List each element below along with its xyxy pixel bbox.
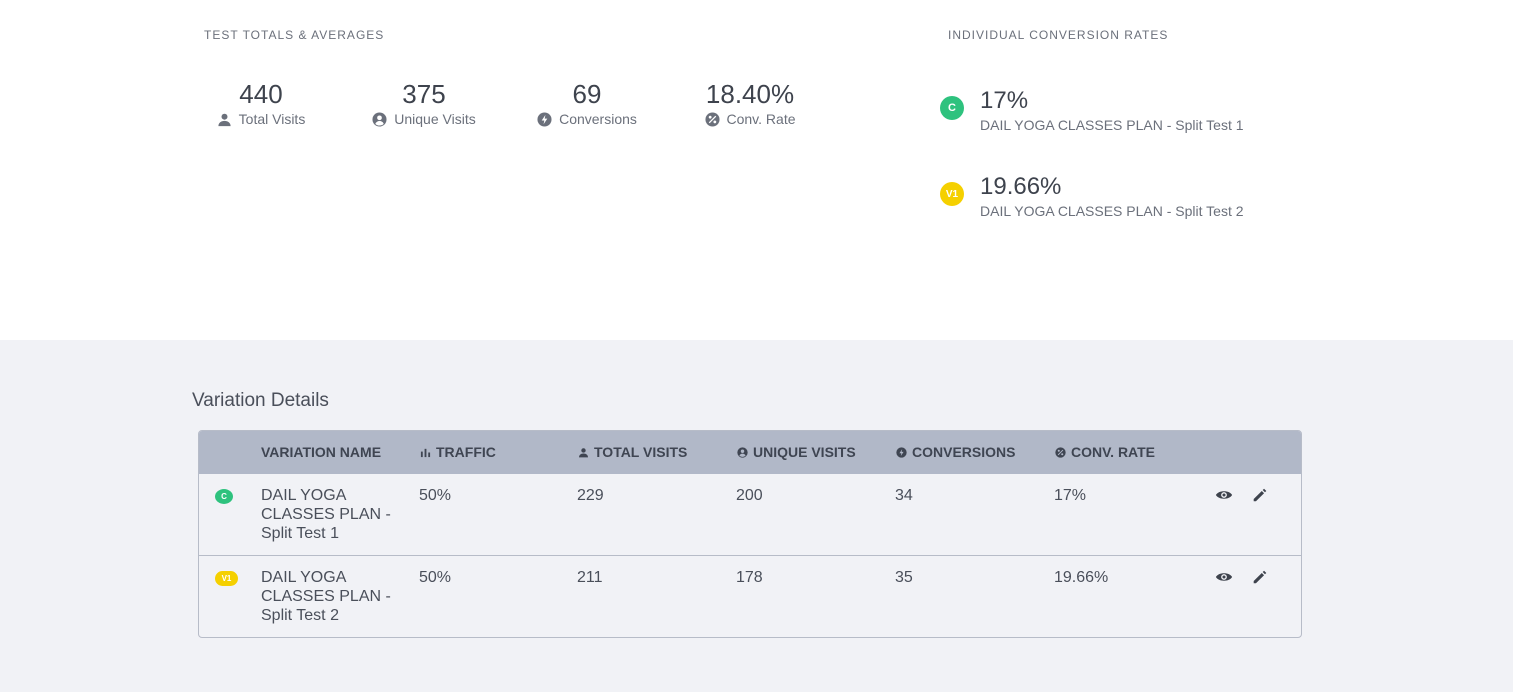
total-visits-value: 211	[577, 569, 603, 586]
table-row: C DAIL YOGA CLASSES PLAN - Split Test 1 …	[199, 474, 1301, 556]
stat-unique-visits: 375 Unique Visits	[354, 78, 494, 127]
col-conversions: CONVERSIONS	[896, 444, 1015, 460]
user-circle-icon	[372, 111, 387, 127]
stat-value: 69	[572, 79, 602, 109]
conversion-rate-name: DAIL YOGA CLASSES PLAN - Split Test 2	[980, 203, 1244, 219]
pencil-icon[interactable]	[1251, 568, 1269, 586]
stat-value: 375	[402, 79, 446, 109]
percent-icon	[1055, 446, 1066, 458]
individual-title: INDIVIDUAL CONVERSION RATES	[948, 28, 1169, 42]
control-badge: C	[215, 489, 233, 504]
bolt-icon	[896, 446, 907, 458]
variation-details-title: Variation Details	[192, 390, 329, 411]
percent-icon	[704, 111, 720, 127]
col-conv-rate: CONV. RATE	[1055, 444, 1155, 460]
conversion-rate-name: DAIL YOGA CLASSES PLAN - Split Test 1	[980, 117, 1244, 133]
conversion-rate-value: 19.66%	[980, 173, 1062, 200]
stat-total-visits: 440 Total Visits	[191, 78, 331, 127]
conversion-rate-item: V1 19.66% DAIL YOGA CLASSES PLAN - Split…	[940, 172, 1244, 219]
table-header: VARIATION NAME TRAFFIC TOTAL VISITS UNIQ…	[199, 431, 1301, 474]
stat-conversions: 69 Conversions	[517, 78, 657, 127]
total-visits-value: 229	[577, 487, 604, 504]
variant-badge: V1	[940, 182, 964, 206]
conversions-value: 34	[895, 487, 913, 504]
stat-value: 440	[239, 79, 283, 109]
conv-rate-value: 19.66%	[1054, 569, 1109, 586]
col-variation-name: VARIATION NAME	[261, 444, 382, 460]
unique-visits-value: 200	[736, 487, 763, 504]
traffic-value: 50%	[419, 487, 452, 504]
col-total-visits: TOTAL VISITS	[578, 444, 687, 460]
summary-section: TEST TOTALS & AVERAGES 440 Total Visits …	[0, 0, 1513, 340]
col-traffic: TRAFFIC	[420, 444, 496, 460]
user-icon	[217, 112, 232, 127]
stat-label: Conversions	[559, 111, 637, 127]
variation-name: DAIL YOGA CLASSES PLAN - Split Test 2	[261, 569, 391, 624]
stat-label: Total Visits	[238, 111, 306, 127]
bar-chart-icon	[420, 447, 431, 458]
variation-table: VARIATION NAME TRAFFIC TOTAL VISITS UNIQ…	[198, 430, 1302, 638]
user-circle-icon	[737, 446, 748, 458]
variant-badge: V1	[215, 571, 238, 586]
variation-name: DAIL YOGA CLASSES PLAN - Split Test 1	[261, 487, 391, 542]
col-unique-visits: UNIQUE VISITS	[737, 444, 856, 460]
control-badge: C	[940, 96, 964, 120]
conv-rate-value: 17%	[1054, 487, 1087, 504]
traffic-value: 50%	[419, 569, 452, 586]
totals-title: TEST TOTALS & AVERAGES	[204, 28, 385, 42]
stat-conv-rate: 18.40% Conv. Rate	[680, 78, 820, 127]
eye-icon[interactable]	[1215, 486, 1233, 504]
table-row: V1 DAIL YOGA CLASSES PLAN - Split Test 2…	[199, 556, 1301, 637]
unique-visits-value: 178	[736, 569, 763, 586]
stat-value: 18.40%	[705, 79, 795, 109]
bolt-icon	[537, 111, 552, 127]
stat-label: Conv. Rate	[726, 111, 796, 127]
conversion-rate-value: 17%	[980, 87, 1029, 114]
conversion-rate-item: C 17% DAIL YOGA CLASSES PLAN - Split Tes…	[940, 86, 1244, 133]
conversions-value: 35	[895, 569, 913, 586]
eye-icon[interactable]	[1215, 568, 1233, 586]
stat-label: Unique Visits	[394, 111, 476, 127]
user-icon	[578, 447, 589, 458]
pencil-icon[interactable]	[1251, 486, 1269, 504]
